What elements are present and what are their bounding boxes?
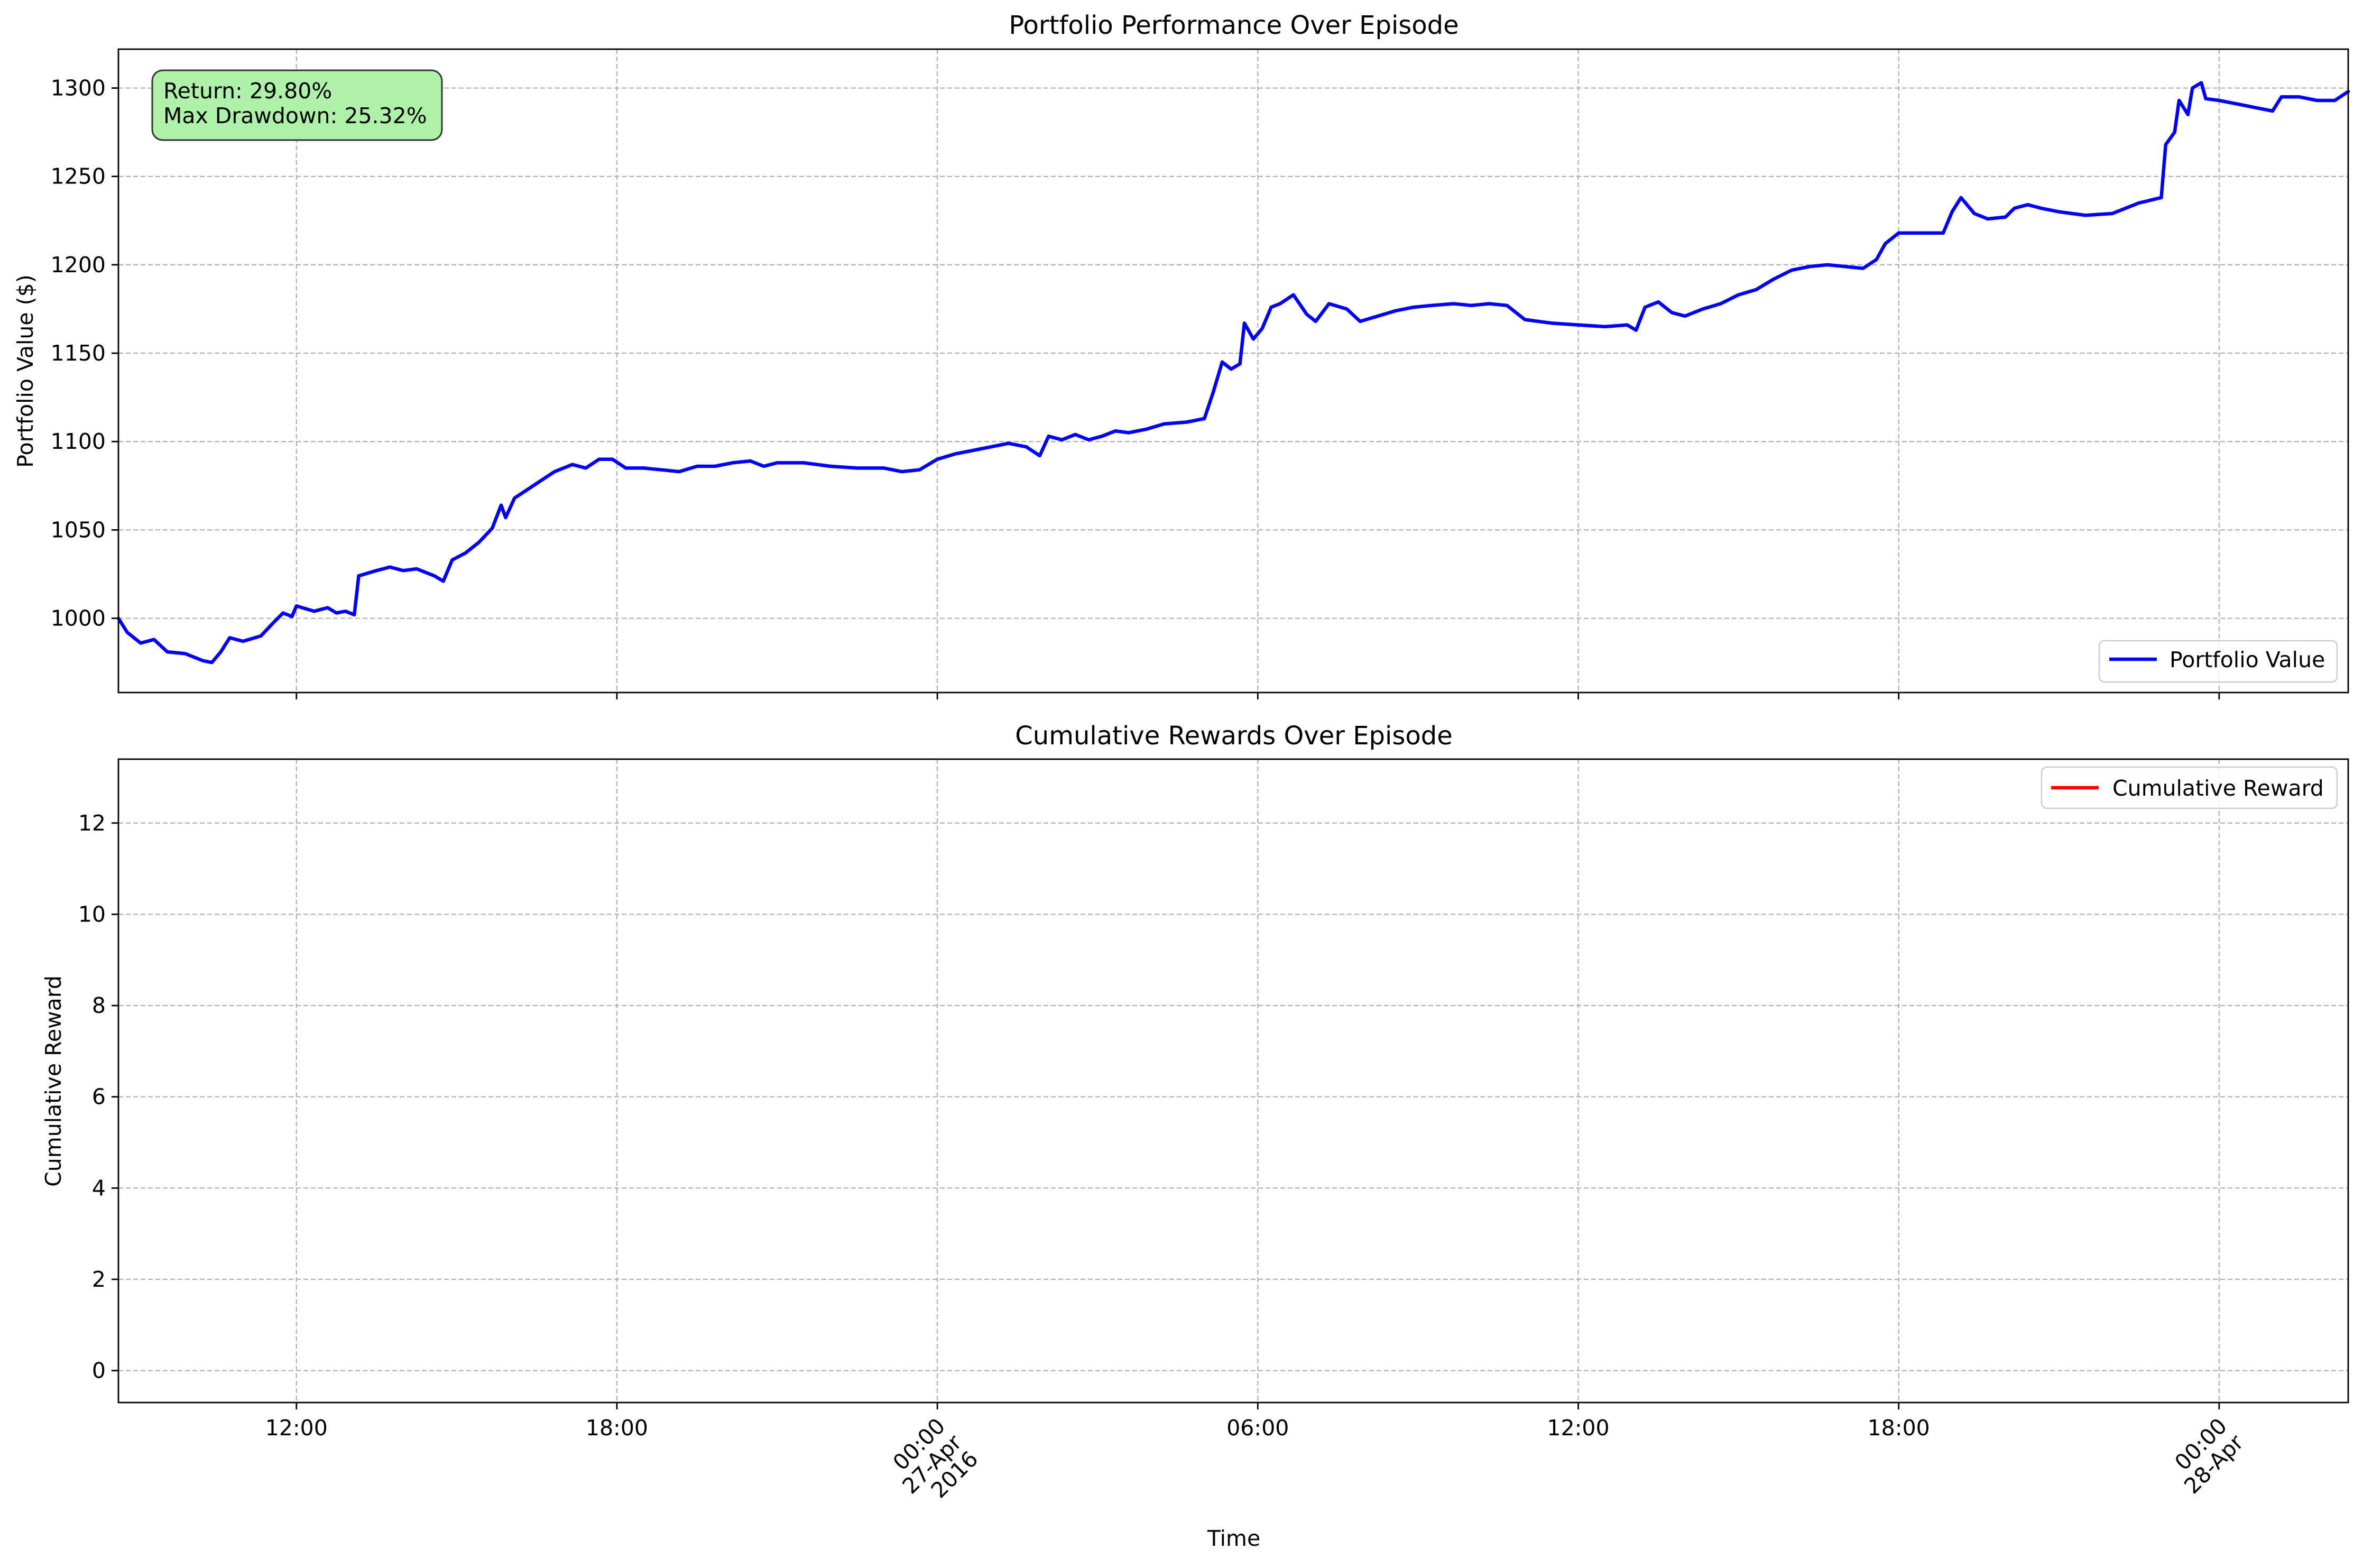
portfolio-y-tick-labels: 1000 1050 1100 1150 1200 1250 1300 [51, 76, 106, 631]
y-tick-label: 1150 [51, 340, 106, 366]
y-tick-label: 1250 [51, 164, 106, 189]
rewards-chart-title: Cumulative Rewards Over Episode [1015, 721, 1452, 751]
portfolio-y-axis-label: Portfolio Value ($) [13, 274, 38, 467]
portfolio-chart-title: Portfolio Performance Over Episode [1009, 11, 1459, 40]
rewards-ticks [112, 822, 2220, 1409]
x-tick-label: 18:00 [1868, 1415, 1930, 1441]
x-tick-label: 18:00 [586, 1415, 648, 1441]
portfolio-grid [118, 49, 2348, 693]
portfolio-legend-box [2098, 640, 2338, 683]
rewards-legend-box [2041, 766, 2338, 809]
y-tick-label: 12 [78, 810, 106, 836]
y-tick-label: 8 [92, 993, 106, 1018]
rewards-grid [118, 759, 2348, 1403]
x-tick-label: 12:00 [1547, 1415, 1609, 1441]
rewards-legend: Cumulative Reward [2041, 766, 2338, 809]
stats-annotation-box [151, 69, 443, 141]
portfolio-panel: Portfolio Performance Over Episode 10001… [13, 11, 2350, 699]
portfolio-value-line [116, 81, 2350, 665]
y-tick-label: 2 [92, 1267, 106, 1292]
portfolio-legend-label: Portfolio Value [2170, 647, 2325, 672]
max-drawdown-text: Max Drawdown: 25.32% [163, 103, 427, 128]
return-text: Return: 29.80% [163, 78, 332, 104]
x-tick-label: 12:00 [265, 1415, 328, 1441]
time-axis-label: Time [1207, 1526, 1260, 1551]
rewards-y-axis-label: Cumulative Reward [41, 975, 66, 1187]
y-tick-label: 10 [78, 901, 106, 927]
rewards-axes-frame [117, 758, 2349, 1404]
y-tick-label: 1100 [51, 429, 106, 454]
portfolio-ticks [112, 87, 2220, 699]
y-tick-label: 1050 [51, 517, 106, 542]
portfolio-axes-frame [117, 48, 2349, 694]
rewards-y-tick-labels: 0 2 4 6 8 10 12 [78, 810, 106, 1383]
y-tick-label: 6 [92, 1084, 106, 1110]
y-tick-label: 1000 [51, 606, 106, 631]
y-tick-label: 1200 [51, 252, 106, 278]
y-tick-label: 4 [92, 1175, 106, 1201]
rewards-panel: Cumulative Rewards Over Episode 0 2 4 6 8 10 1… [41, 721, 2349, 1551]
x-tick-label: 06:00 [1226, 1415, 1289, 1441]
rewards-legend-label: Cumulative Reward [2112, 776, 2324, 801]
y-tick-label: 0 [92, 1358, 106, 1383]
portfolio-legend: Portfolio Value [2098, 640, 2338, 683]
stats-annotation: Return: 29.80% Max Drawdown: 25.32% [151, 69, 443, 141]
y-tick-label: 1300 [51, 76, 106, 101]
